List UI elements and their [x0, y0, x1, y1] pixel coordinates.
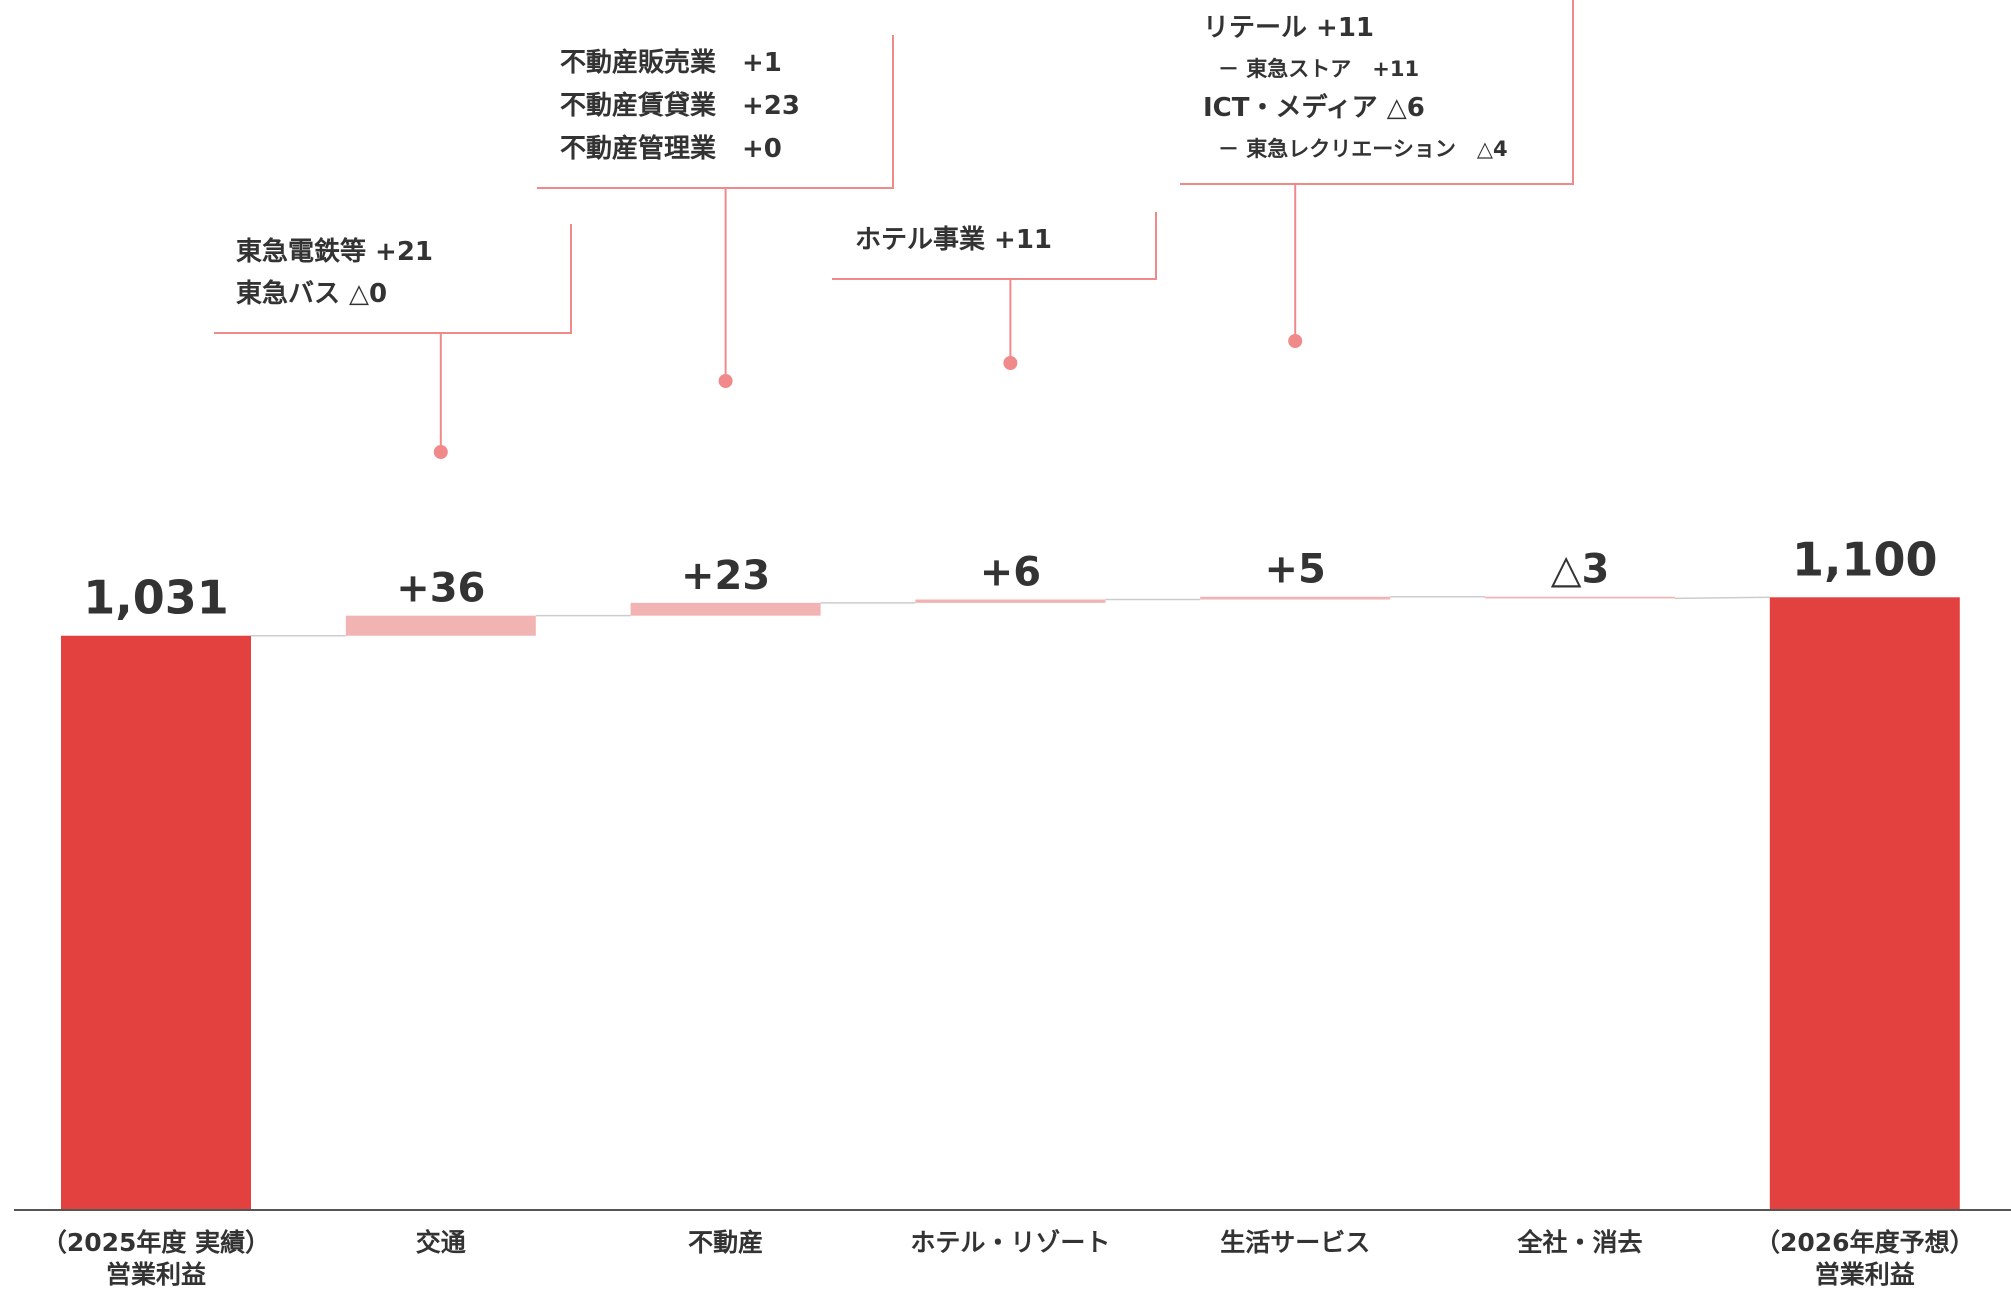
category-label: 営業利益 — [106, 1260, 206, 1289]
category-label: （2025年度 実績） — [42, 1228, 270, 1257]
connector-line — [1674, 596, 1770, 600]
category-label: ホテル・リゾート — [910, 1228, 1110, 1257]
data-label: +23 — [681, 553, 770, 599]
category-label: 交通 — [416, 1228, 466, 1257]
callout-text: － 東急レクリエーション △4 — [1218, 137, 1508, 161]
category-label: 営業利益 — [1815, 1260, 1915, 1289]
data-label: +5 — [1265, 547, 1326, 593]
callout-text: － 東急ストア +11 — [1218, 57, 1419, 81]
callout-text: リテール +11 — [1203, 13, 1374, 43]
callout-text: 東急電鉄等 +21 — [236, 236, 433, 267]
category-label: 生活サービス — [1220, 1228, 1370, 1257]
bar — [1769, 597, 1960, 1210]
callout-dot — [433, 445, 448, 459]
category-label: 全社・消去 — [1516, 1228, 1642, 1257]
bar — [61, 635, 251, 1210]
callout-dot — [718, 374, 733, 388]
data-label: +36 — [396, 566, 485, 612]
data-label: 1,100 — [1792, 532, 1938, 586]
bar — [915, 599, 1106, 603]
callout-bracket — [214, 224, 572, 334]
data-label: 1,031 — [83, 571, 229, 625]
category-label: 不動産 — [688, 1228, 763, 1257]
bar — [345, 615, 536, 636]
category-label: （2026年度予想） — [1755, 1228, 1975, 1257]
callout-text: 不動産賃貸業 +23 — [560, 90, 800, 121]
callout-text: 不動産販売業 +1 — [560, 47, 782, 78]
callout-bracket — [832, 212, 1157, 280]
callout-text: 不動産管理業 +0 — [560, 133, 782, 164]
data-label: △3 — [1551, 547, 1610, 593]
callout-bracket — [537, 35, 894, 189]
callout-text: 東急バス △0 — [236, 279, 387, 309]
bar — [1485, 596, 1675, 599]
data-label: +6 — [980, 550, 1041, 596]
callout-text: ホテル事業 +11 — [855, 225, 1052, 255]
bar — [1200, 596, 1391, 600]
callout-dot — [1003, 356, 1018, 370]
callout-bracket — [1180, 0, 1574, 185]
callout-dot — [1288, 334, 1303, 348]
callout-text: ICT・メディア △6 — [1203, 92, 1425, 123]
bar — [630, 602, 821, 616]
